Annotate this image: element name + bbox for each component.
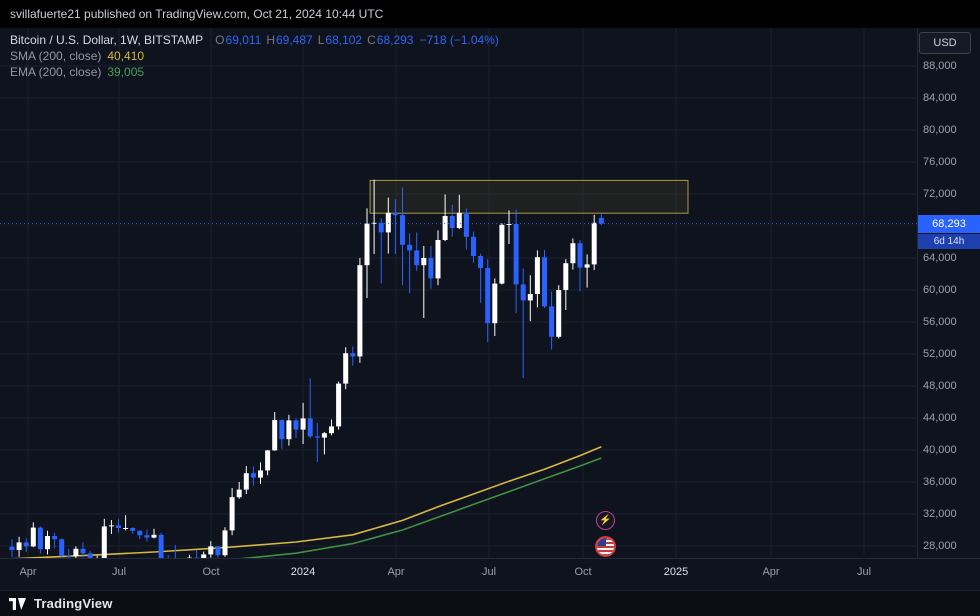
close-value: 68,293 [376, 33, 414, 47]
last-price-tag: 68,293 [918, 214, 980, 233]
us-flag-canton [597, 538, 606, 546]
bar-countdown-tag: 6d 14h [918, 233, 980, 249]
sma-label: SMA (200, close) [10, 49, 102, 63]
symbol-legend-row[interactable]: Bitcoin / U.S. Dollar, 1W, BITSTAMP O69,0… [10, 32, 499, 48]
high-value: 69,487 [276, 33, 313, 47]
symbol-title: Bitcoin / U.S. Dollar, 1W, BITSTAMP [10, 33, 204, 47]
publish-status-text: svillafuerte21 published on TradingView.… [10, 7, 384, 21]
chart-area: Bitcoin / U.S. Dollar, 1W, BITSTAMP O69,0… [0, 28, 980, 590]
publish-status-bar: svillafuerte21 published on TradingView.… [0, 0, 980, 28]
ema-value: 39,005 [107, 65, 145, 79]
us-flag-stripes [597, 538, 614, 555]
spark-glyph: ⚡ [599, 515, 612, 526]
change-value: −718 (−1.04%) [419, 33, 499, 47]
open-label: O [215, 33, 225, 47]
spark-marker-icon[interactable]: ⚡ [596, 511, 615, 530]
low-label: L [317, 33, 325, 47]
ema-label: EMA (200, close) [10, 65, 102, 79]
tradingview-wordmark[interactable]: TradingView [34, 596, 113, 611]
footer-bar: TradingView [0, 590, 980, 616]
chart-legend: Bitcoin / U.S. Dollar, 1W, BITSTAMP O69,0… [10, 32, 499, 80]
sma-value: 40,410 [107, 49, 145, 63]
open-value: 69,011 [225, 33, 262, 47]
us-flag-icon[interactable] [595, 536, 616, 557]
currency-usd-button[interactable]: USD [919, 32, 971, 54]
tradingview-logo-icon[interactable] [9, 597, 27, 610]
time-axis-separator [0, 558, 980, 559]
price-axis-separator [917, 28, 918, 558]
price-chart-canvas[interactable] [0, 28, 980, 590]
sma-legend-row[interactable]: SMA (200, close) 40,410 [10, 48, 499, 64]
low-value: 68,102 [325, 33, 363, 47]
high-label: H [266, 33, 275, 47]
ema-legend-row[interactable]: EMA (200, close) 39,005 [10, 64, 499, 80]
close-label: C [367, 33, 376, 47]
